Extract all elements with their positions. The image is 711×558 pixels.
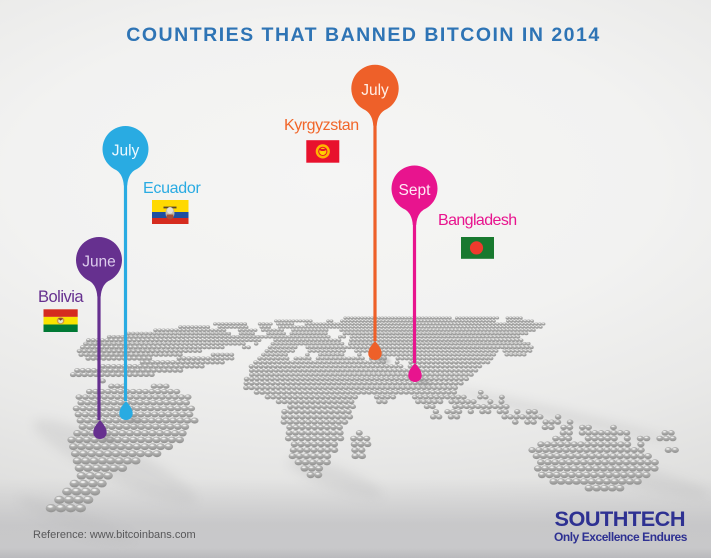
- svg-text:Sept: Sept: [399, 182, 432, 199]
- svg-text:June: June: [82, 254, 116, 271]
- svg-text:July: July: [112, 143, 140, 160]
- svg-text:July: July: [361, 82, 389, 99]
